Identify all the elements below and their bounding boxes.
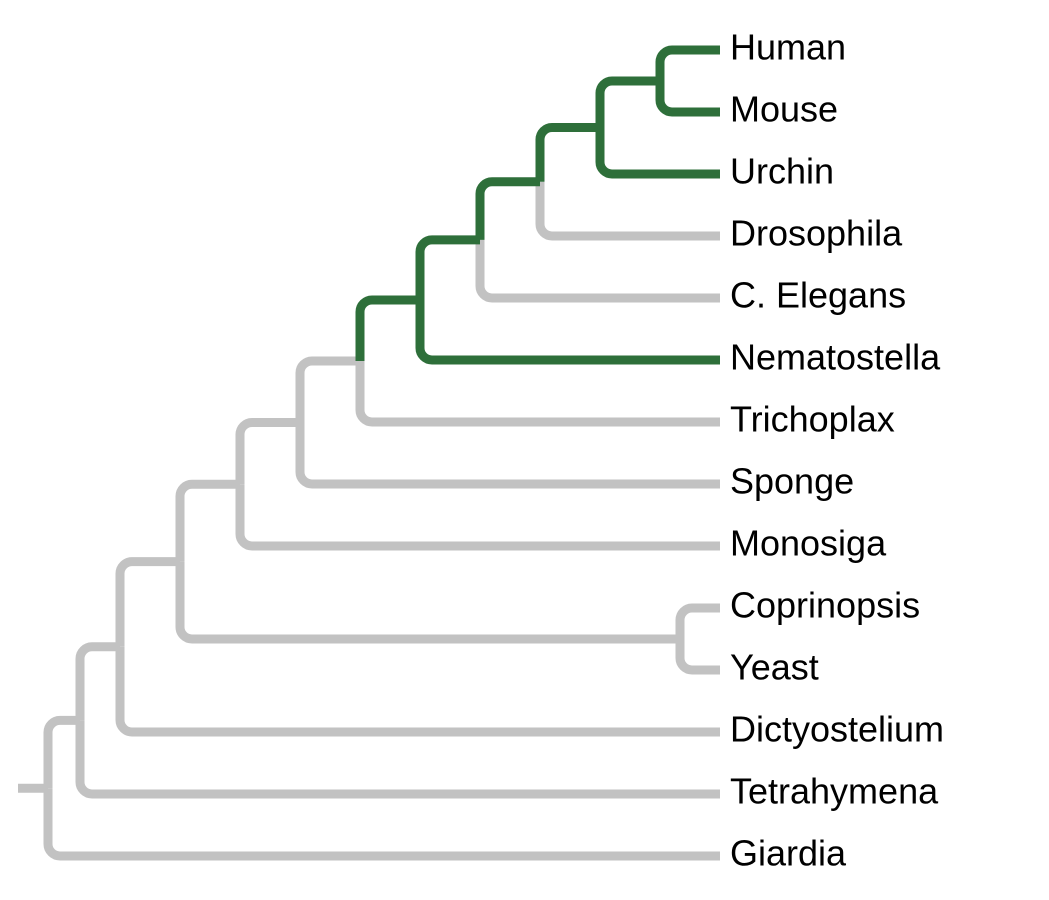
tree-edge [540,128,600,182]
tree-edge [420,300,720,360]
tree-edge [300,422,720,484]
tree-edge [120,562,180,647]
leaf-label-dictyostelium: Dictyostelium [730,709,944,750]
tree-edge [480,240,720,298]
tree-edge [660,81,720,112]
leaf-label-celegans: C. Elegans [730,275,906,316]
tree-edge [48,720,80,788]
leaf-label-drosophila: Drosophila [730,213,903,254]
tree-edge [240,484,720,546]
tree-edge [360,300,420,361]
leaf-label-sponge: Sponge [730,461,854,502]
tree-edge [300,361,360,423]
leaf-label-urchin: Urchin [730,151,834,192]
tree-edge [240,422,300,484]
leaf-label-coprinopsis: Coprinopsis [730,585,920,626]
leaf-label-tetrahymena: Tetrahymena [730,771,939,812]
phylogenetic-tree: Human Mouse Urchin Drosophila C. Elegans Nema… [0,0,1049,900]
tree-edge [600,81,660,128]
leaf-label-mouse: Mouse [730,89,838,130]
tree-edge [600,128,720,175]
tree-edge [120,647,720,732]
tree-edge [180,484,240,561]
leaf-label-monosiga: Monosiga [730,523,887,564]
leaf-label-human: Human [730,27,846,68]
tree-edge [660,50,720,81]
tree-edge [360,361,720,422]
edges-default [18,182,720,856]
tree-edge [540,182,720,236]
tree-edge [680,639,720,670]
leaf-label-nematostella: Nematostella [730,337,941,378]
leaf-labels: Human Mouse Urchin Drosophila C. Elegans Nema… [730,27,944,874]
tree-edge [80,647,120,721]
leaf-label-giardia: Giardia [730,833,847,874]
leaf-label-trichoplax: Trichoplax [730,399,895,440]
tree-edge [480,182,540,240]
tree-edge [420,240,480,300]
leaf-label-yeast: Yeast [730,647,819,688]
tree-edge [680,608,720,639]
tree-edge [180,562,680,639]
